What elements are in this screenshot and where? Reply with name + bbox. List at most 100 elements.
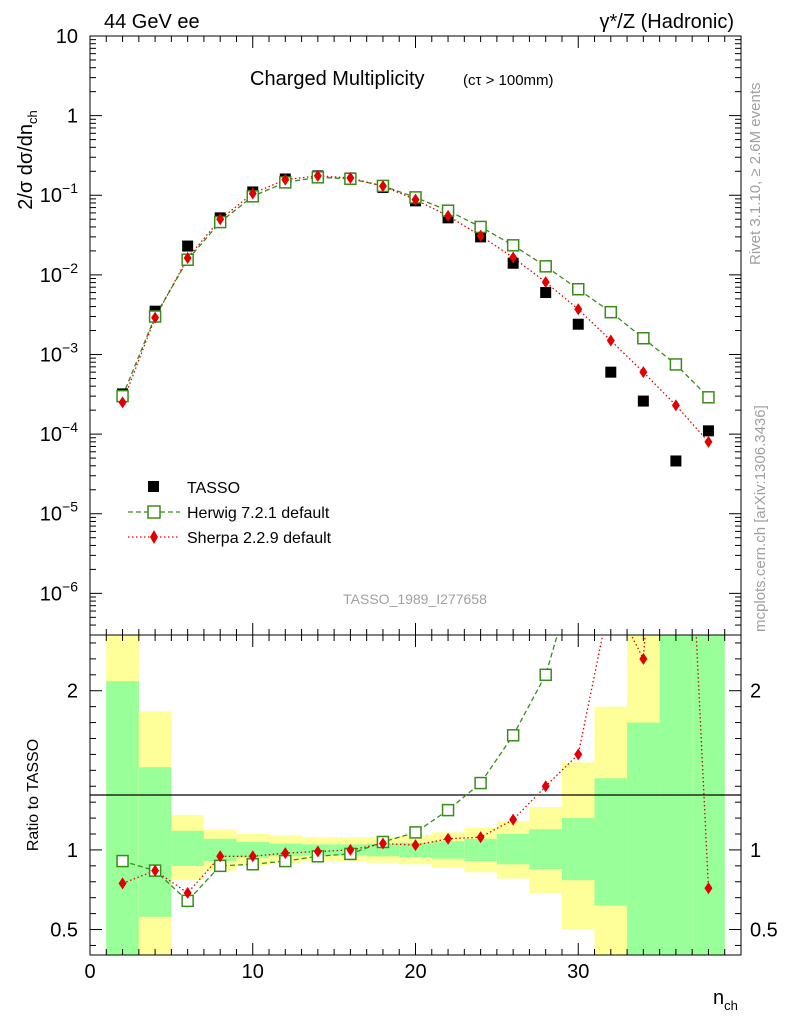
- sherpa-marker: [541, 276, 550, 289]
- chart-subtitle: (cτ > 100mm): [463, 72, 554, 89]
- herwig-ratio-marker: [474, 776, 487, 790]
- sherpa-marker: [704, 435, 713, 448]
- legend-marker-sherpa: [150, 530, 158, 544]
- x-tick-label: 20: [404, 961, 426, 983]
- sherpa-marker: [216, 213, 225, 226]
- herwig-marker: [604, 305, 618, 319]
- main-y-tick-label: 1: [67, 106, 78, 128]
- legend: TASSO Herwig 7.2.1 default Sherpa 2.2.9 …: [128, 480, 332, 547]
- ratio-stat-uncertainty-band: [171, 830, 204, 866]
- herwig-marker: [506, 239, 520, 252]
- tasso-data-point: [572, 318, 584, 330]
- herwig-ratio-marker: [116, 854, 129, 868]
- sherpa-ratio-marker: [313, 845, 322, 858]
- main-y-tick-label: 10−6: [40, 578, 78, 605]
- ratio-stat-uncertainty-band: [496, 834, 530, 865]
- herwig-ratio-marker: [409, 826, 422, 839]
- x-tick-label: 10: [242, 961, 264, 983]
- main-series-line: [121, 176, 709, 398]
- ratio-y-axis-label: Ratio to TASSO: [25, 739, 42, 851]
- sherpa-ratio-marker: [216, 850, 225, 863]
- x-tick-label: 30: [567, 961, 589, 983]
- ratio-y-tick-label-right: 0.5: [750, 920, 778, 942]
- sherpa-ratio-marker: [411, 839, 420, 852]
- sherpa-marker: [671, 399, 680, 412]
- herwig-ratio-marker: [539, 668, 552, 682]
- sherpa-marker: [411, 193, 420, 206]
- sherpa-marker: [444, 209, 453, 222]
- ratio-stat-uncertainty-band: [236, 841, 270, 858]
- ratio-y-tick-label-right: 1: [750, 840, 761, 862]
- legend-label-sherpa: Sherpa 2.2.9 default: [187, 530, 332, 547]
- main-y-tick-label: 10: [56, 26, 78, 48]
- sherpa-marker: [281, 173, 290, 186]
- sherpa-ratio-marker: [704, 882, 713, 895]
- sherpa-marker: [118, 396, 127, 409]
- sherpa-marker: [346, 171, 355, 184]
- herwig-marker: [669, 358, 683, 371]
- sherpa-marker: [606, 334, 615, 347]
- herwig-marker: [637, 331, 650, 345]
- ratio-y-tick-label-left: 2: [67, 681, 78, 703]
- main-y-tick-label: 10−5: [40, 499, 78, 526]
- ratio-axis-ticks: 0.5 0.51 12 20 10 20 30: [50, 635, 778, 983]
- x-axis-label: nch: [713, 987, 738, 1013]
- main-y-tick-label: 10−1: [40, 180, 78, 207]
- main-y-tick-label: 10−4: [40, 419, 78, 446]
- main-axis-ticks: [89, 35, 742, 636]
- sherpa-marker: [476, 229, 485, 242]
- tasso-data-point: [702, 425, 714, 437]
- main-y-tick-label: 10−2: [40, 260, 78, 287]
- main-panel: Charged Multiplicity (cτ > 100mm) 2/σ dσ…: [15, 26, 742, 636]
- sherpa-ratio-marker: [509, 813, 518, 826]
- ratio-panel: 0.5 0.51 12 20 10 20 30 Ratio to TASSO nch: [25, 634, 778, 1013]
- main-y-tick-label: 10−3: [40, 339, 78, 366]
- ratio-y-tick-label-left: 1: [67, 840, 78, 862]
- ratio-stat-uncertainty-band: [138, 767, 172, 917]
- mcplots-label: mcplots.cern.ch [arXiv:1306.3436]: [752, 405, 769, 632]
- chart-title: Charged Multiplicity: [250, 68, 425, 90]
- sherpa-marker: [313, 169, 322, 182]
- sherpa-ratio-marker: [476, 831, 485, 844]
- legend-marker-tasso: [148, 481, 159, 492]
- sherpa-ratio-marker: [151, 864, 160, 877]
- sherpa-ratio-marker: [346, 843, 355, 856]
- sherpa-marker: [151, 311, 160, 324]
- sherpa-ratio-marker: [118, 877, 127, 890]
- legend-label-tasso: TASSO: [187, 480, 240, 497]
- ratio-stat-uncertainty-band: [366, 843, 400, 857]
- herwig-marker: [702, 391, 715, 404]
- main-y-tick-labels: 10−6 10−5 10−4 10−3 10−2 10−1 1 10: [40, 26, 78, 605]
- tasso-data-point: [182, 240, 194, 252]
- sherpa-ratio-marker: [639, 652, 648, 665]
- process-label: γ*/Z (Hadronic): [600, 11, 734, 33]
- ratio-stat-uncertainty-band: [431, 841, 465, 859]
- herwig-marker: [539, 260, 552, 273]
- sherpa-ratio-marker: [183, 886, 192, 899]
- ratio-stat-uncertainty-band: [627, 722, 660, 955]
- tasso-data-point: [605, 366, 617, 378]
- sherpa-marker: [639, 366, 648, 379]
- ratio-y-tick-label-right: 2: [750, 681, 761, 703]
- ratio-stat-uncertainty-band: [203, 838, 237, 862]
- tasso-data-point: [540, 287, 552, 299]
- sherpa-marker: [378, 180, 387, 193]
- main-y-axis-label: 2/σ dσ/dnch: [15, 110, 40, 210]
- sherpa-marker: [509, 251, 518, 264]
- main-series-line: [121, 175, 709, 443]
- sherpa-marker: [183, 251, 192, 264]
- main-series-layer: [116, 169, 715, 467]
- herwig-marker: [572, 282, 585, 296]
- x-tick-label: 0: [84, 961, 95, 983]
- herwig-ratio-marker: [441, 803, 455, 817]
- ratio-stat-uncertainty-band: [106, 681, 139, 955]
- sherpa-ratio-marker: [281, 847, 290, 860]
- ratio-series-clipped: [116, 635, 713, 908]
- sherpa-ratio-marker: [444, 832, 453, 845]
- sherpa-ratio-marker: [248, 850, 257, 863]
- rivet-version-label: Rivet 3.1.10, ≥ 2.6M events: [747, 83, 764, 266]
- ratio-stat-uncertainty-band: [561, 818, 595, 881]
- herwig-ratio-marker: [506, 729, 520, 742]
- sherpa-marker: [248, 187, 257, 200]
- ratio-stat-uncertainty-band: [594, 778, 628, 906]
